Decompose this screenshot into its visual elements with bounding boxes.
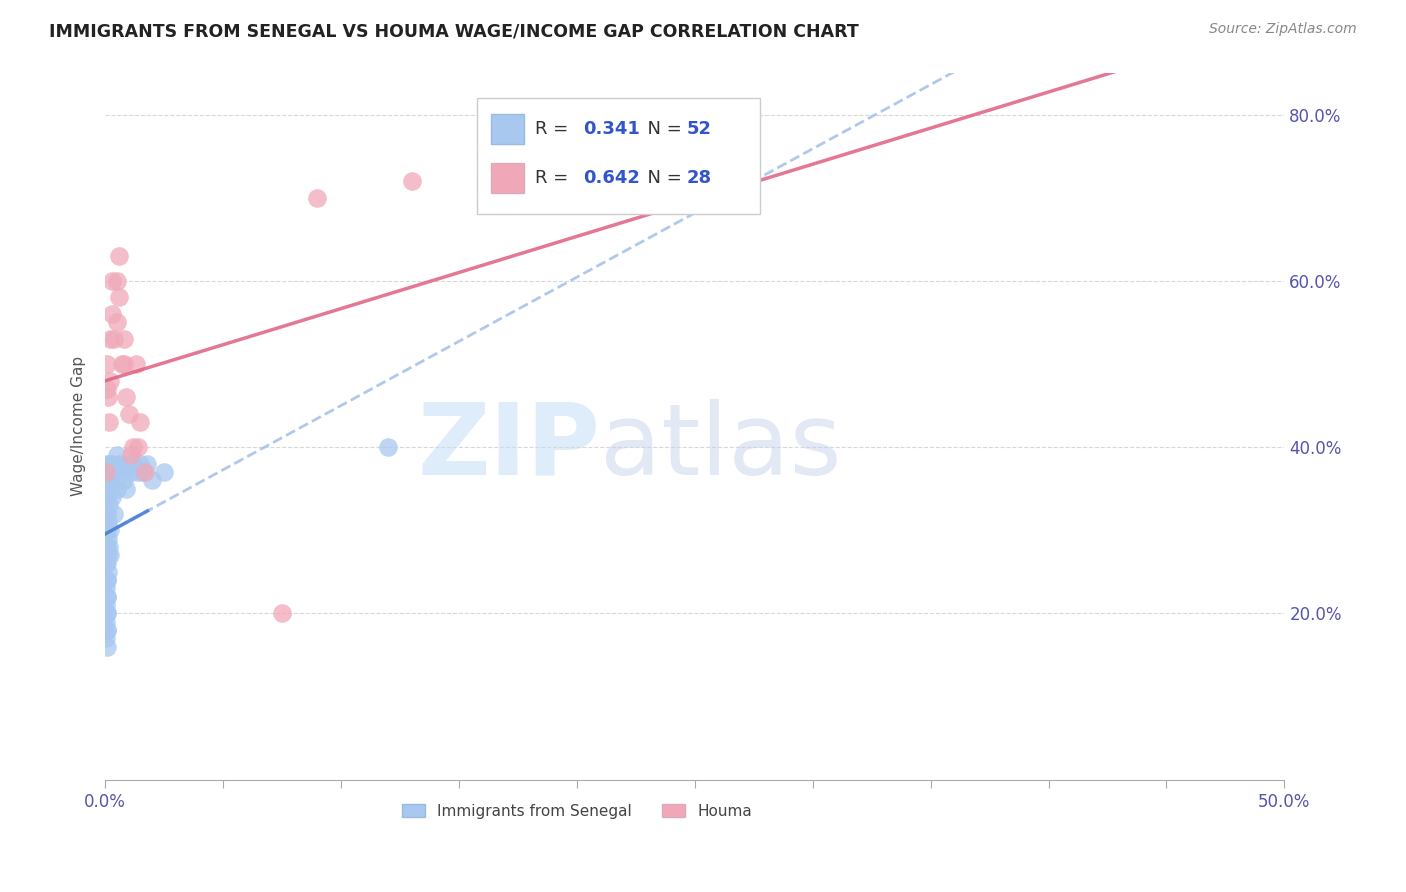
Point: [98, 473, 121, 487]
Point: [98, 332, 121, 346]
Point: [96, 607, 118, 621]
Point: [129, 457, 152, 471]
Point: [112, 357, 135, 371]
FancyBboxPatch shape: [491, 114, 523, 144]
Point: [96, 457, 118, 471]
Point: [97, 548, 120, 562]
Point: [115, 390, 138, 404]
Point: [97, 565, 120, 579]
Point: [98, 457, 121, 471]
Text: 0.341: 0.341: [582, 120, 640, 137]
Point: [101, 274, 124, 288]
Point: [96, 523, 118, 537]
Point: [110, 465, 132, 479]
Legend: Immigrants from Senegal, Houma: Immigrants from Senegal, Houma: [395, 797, 758, 825]
Point: [127, 440, 149, 454]
Point: [127, 465, 149, 479]
Point: [96, 623, 118, 637]
Point: [96, 598, 118, 612]
Point: [96, 632, 118, 646]
Point: [97, 498, 120, 512]
Point: [105, 482, 128, 496]
Point: [96, 573, 118, 587]
Point: [105, 274, 128, 288]
Point: [103, 507, 125, 521]
Point: [96, 615, 118, 629]
Point: [271, 607, 294, 621]
Text: atlas: atlas: [600, 399, 842, 496]
Point: [120, 465, 142, 479]
Text: 52: 52: [686, 120, 711, 137]
Text: R =: R =: [536, 120, 575, 137]
Point: [120, 449, 142, 463]
Point: [97, 415, 120, 429]
Text: N =: N =: [636, 169, 688, 187]
Point: [96, 623, 118, 637]
Point: [377, 440, 399, 454]
Point: [98, 374, 121, 388]
Point: [97, 390, 120, 404]
Point: [117, 407, 139, 421]
Point: [103, 332, 125, 346]
Point: [115, 482, 138, 496]
Point: [98, 548, 121, 562]
Point: [141, 473, 163, 487]
Point: [97, 482, 120, 496]
Point: [112, 473, 135, 487]
Point: [101, 307, 124, 321]
Point: [96, 640, 118, 654]
Text: IMMIGRANTS FROM SENEGAL VS HOUMA WAGE/INCOME GAP CORRELATION CHART: IMMIGRANTS FROM SENEGAL VS HOUMA WAGE/IN…: [49, 22, 859, 40]
Text: ZIP: ZIP: [418, 399, 600, 496]
Point: [96, 507, 118, 521]
Point: [108, 249, 131, 263]
Text: 0.642: 0.642: [582, 169, 640, 187]
Point: [96, 540, 118, 554]
Point: [103, 465, 125, 479]
Point: [97, 515, 120, 529]
Point: [132, 465, 155, 479]
Point: [136, 457, 159, 471]
Point: [96, 465, 118, 479]
Point: [105, 449, 128, 463]
Y-axis label: Wage/Income Gap: Wage/Income Gap: [72, 356, 86, 496]
FancyBboxPatch shape: [477, 98, 759, 214]
Point: [122, 457, 145, 471]
Point: [96, 573, 118, 587]
Point: [96, 557, 118, 571]
Point: [401, 174, 423, 188]
Point: [96, 582, 118, 596]
Point: [112, 332, 135, 346]
Point: [117, 457, 139, 471]
Text: R =: R =: [536, 169, 575, 187]
Point: [96, 473, 118, 487]
Point: [108, 290, 131, 304]
Point: [134, 465, 156, 479]
Text: Source: ZipAtlas.com: Source: ZipAtlas.com: [1209, 22, 1357, 37]
Point: [96, 590, 118, 604]
Point: [108, 457, 131, 471]
Text: 28: 28: [686, 169, 711, 187]
Point: [96, 382, 118, 396]
Point: [96, 607, 118, 621]
Point: [97, 540, 120, 554]
FancyBboxPatch shape: [491, 163, 523, 193]
Point: [97, 532, 120, 546]
Point: [101, 490, 124, 504]
Point: [129, 415, 152, 429]
Point: [98, 523, 121, 537]
Point: [105, 315, 128, 329]
Point: [96, 557, 118, 571]
Point: [307, 191, 329, 205]
Point: [110, 357, 132, 371]
Text: N =: N =: [636, 120, 688, 137]
Point: [153, 465, 176, 479]
Point: [96, 490, 118, 504]
Point: [96, 590, 118, 604]
Point: [122, 440, 145, 454]
Point: [101, 457, 124, 471]
Point: [96, 357, 118, 371]
Point: [124, 357, 146, 371]
